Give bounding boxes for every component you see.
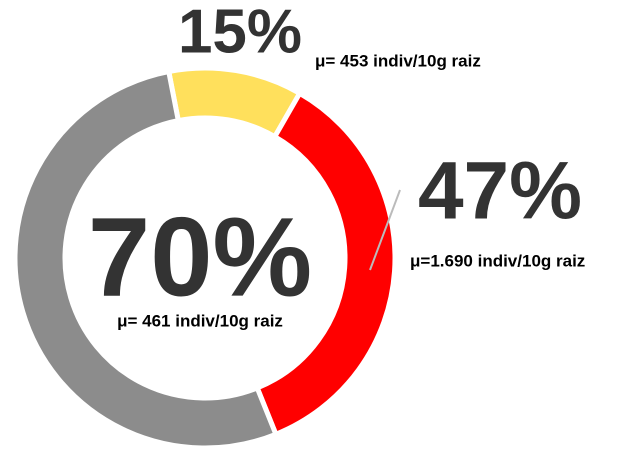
- slice: [12, 68, 280, 450]
- leader-line: [369, 189, 401, 271]
- value-label: 15%: [178, 0, 302, 66]
- category-label: μ= 461 indiv/10g raiz: [117, 311, 283, 330]
- slice: [253, 89, 398, 438]
- value-label: 70%: [88, 195, 312, 320]
- category-label: μ= 453 indiv/10g raiz: [315, 51, 481, 70]
- category-label: μ=1.690 indiv/10g raiz: [410, 251, 585, 270]
- donut: [12, 65, 398, 450]
- value-label: 47%: [418, 146, 582, 237]
